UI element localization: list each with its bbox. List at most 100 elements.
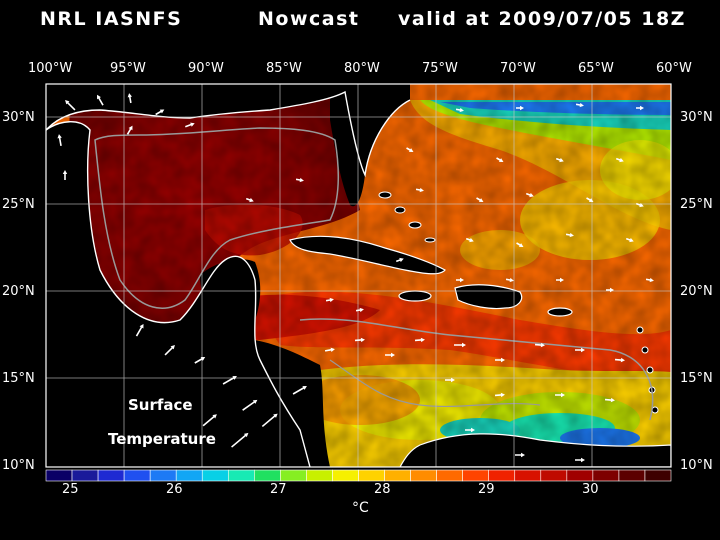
lon-label-100w: 100°W xyxy=(28,61,73,76)
overlay-label-temperature: Temperature xyxy=(108,430,216,448)
lat-label-30n-left: 30°N xyxy=(2,110,35,125)
current-arrow xyxy=(354,337,365,343)
current-arrow xyxy=(645,277,654,283)
current-arrow xyxy=(515,452,525,458)
lat-label-15n-left: 15°N xyxy=(2,371,35,386)
colorbar-swatch xyxy=(618,469,646,482)
model-title: NRL IASNFS xyxy=(40,8,183,30)
map-frame xyxy=(45,83,672,468)
colorbar-swatch xyxy=(384,469,411,482)
lon-label-80w: 80°W xyxy=(344,61,380,76)
current-arrow xyxy=(295,177,304,183)
colorbar-swatch xyxy=(332,469,359,482)
current-arrow xyxy=(575,102,584,108)
colorbar-swatch xyxy=(123,469,151,482)
lat-label-10n-left: 10°N xyxy=(2,458,35,473)
current-arrow xyxy=(57,134,62,147)
colorbar-swatch xyxy=(644,469,672,482)
current-arrow xyxy=(505,277,514,283)
colorbar-tick-28: 28 xyxy=(374,482,391,497)
current-arrow xyxy=(586,197,594,202)
current-arrow xyxy=(575,347,585,353)
lon-label-70w: 70°W xyxy=(500,61,536,76)
current-arrow xyxy=(565,232,574,238)
lat-label-30n-right: 30°N xyxy=(680,110,713,125)
central-america-land xyxy=(255,340,330,467)
lat-label-20n-left: 20°N xyxy=(2,284,35,299)
colorbar-swatch xyxy=(227,469,255,482)
coastline xyxy=(46,121,311,467)
current-arrow xyxy=(604,397,615,403)
colorbar-swatch xyxy=(306,469,333,482)
current-arrow xyxy=(575,457,585,463)
current-arrow xyxy=(231,432,249,448)
current-arrow xyxy=(62,170,68,180)
us-gulf-coast-land xyxy=(46,84,345,130)
colorbar-tick-30: 30 xyxy=(582,482,599,497)
current-arrow xyxy=(534,342,545,348)
colorbar-swatch xyxy=(175,469,203,482)
colorbar-tick-25: 25 xyxy=(62,482,79,497)
current-arrow xyxy=(245,197,254,203)
current-arrow xyxy=(496,157,504,162)
current-arrow xyxy=(415,187,424,193)
colorbar-tick-29: 29 xyxy=(478,482,495,497)
colorbar-tick-26: 26 xyxy=(166,482,183,497)
lon-label-65w: 65°W xyxy=(578,61,614,76)
colorbar-swatch xyxy=(540,469,568,482)
current-arrow xyxy=(555,157,564,163)
current-arrow xyxy=(476,197,484,202)
yucatan-land xyxy=(200,259,261,328)
lon-label-95w: 95°W xyxy=(110,61,146,76)
current-arrow xyxy=(516,105,524,111)
current-arrow xyxy=(615,157,624,163)
current-arrow xyxy=(494,392,505,398)
colorbar-swatch xyxy=(462,469,490,482)
lat-label-20n-right: 20°N xyxy=(680,284,713,299)
current-arrow xyxy=(454,342,466,348)
current-arrow xyxy=(126,125,133,135)
current-arrow xyxy=(222,376,237,385)
current-arrow xyxy=(135,323,144,337)
jamaica-land xyxy=(398,290,432,302)
current-arrow xyxy=(465,427,475,433)
current-arrow xyxy=(445,377,455,383)
south-america-land xyxy=(399,433,671,467)
current-arrow xyxy=(495,357,505,363)
puerto-rico-land xyxy=(547,307,573,317)
florida-land xyxy=(330,84,410,207)
current-arrow xyxy=(194,357,206,364)
current-arrow xyxy=(65,100,76,111)
current-arrow xyxy=(414,337,425,343)
mexico-land xyxy=(46,121,310,467)
lat-label-25n-left: 25°N xyxy=(2,197,35,212)
current-arrow xyxy=(556,277,564,283)
current-arrow xyxy=(606,287,614,293)
colorbar-swatch xyxy=(97,469,125,482)
current-arrow xyxy=(155,109,165,116)
current-arrow xyxy=(516,242,524,247)
current-arrow xyxy=(355,307,364,313)
lon-label-75w: 75°W xyxy=(422,61,458,76)
current-arrow xyxy=(261,413,278,428)
bathymetry-contour xyxy=(94,127,340,309)
current-arrow xyxy=(465,237,474,243)
colorbar-swatch xyxy=(254,469,281,482)
colorbar-swatch xyxy=(436,469,463,482)
graticule xyxy=(46,84,671,467)
current-vectors xyxy=(57,93,654,463)
colorbar-swatch xyxy=(488,469,516,482)
current-arrow xyxy=(455,107,464,113)
current-arrow xyxy=(97,94,104,106)
current-arrow xyxy=(325,297,334,303)
current-arrow xyxy=(636,105,644,111)
colorbar-swatch xyxy=(71,469,99,482)
colorbar-swatch xyxy=(149,469,177,482)
current-arrow xyxy=(292,386,307,395)
current-arrow xyxy=(555,392,565,398)
current-arrow xyxy=(625,237,634,243)
colorbar-swatch xyxy=(201,469,229,482)
current-arrow xyxy=(635,202,644,208)
colorbar-unit: °C xyxy=(352,500,369,516)
